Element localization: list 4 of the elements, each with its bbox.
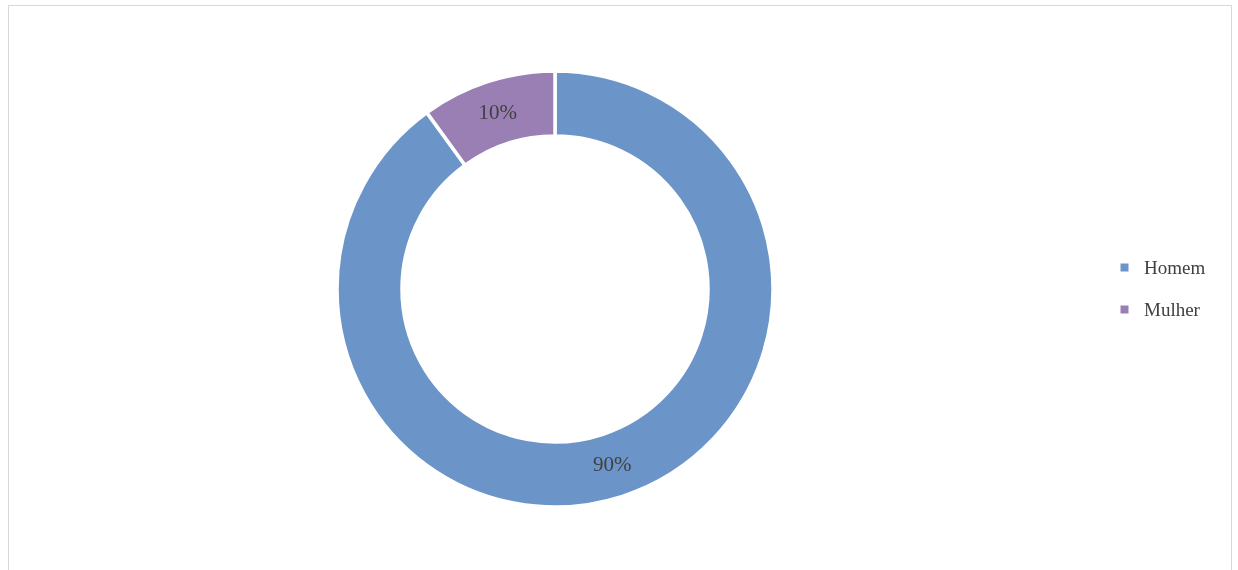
data-label: 10% (478, 99, 517, 124)
legend-label: Homem (1144, 256, 1206, 278)
data-label: 90% (593, 452, 632, 477)
legend-label: Mulher (1144, 298, 1201, 320)
